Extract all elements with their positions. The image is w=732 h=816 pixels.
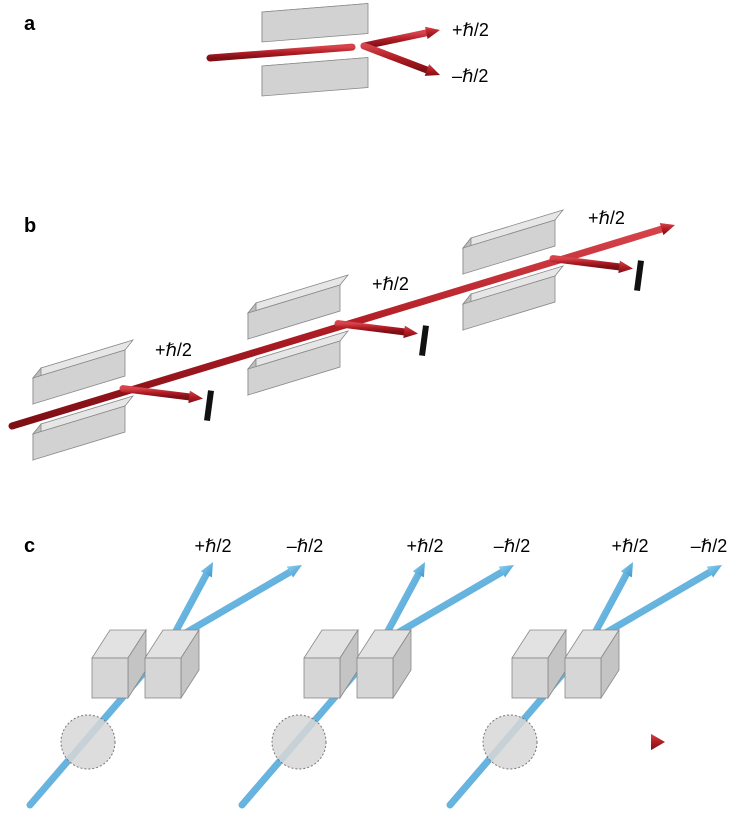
beam-label: +ℏ/2 [155,340,192,360]
magnet-front [262,4,368,42]
panel-label: b [24,215,36,237]
panel-label: a [24,13,36,35]
magnet-front [512,658,548,698]
detector [637,261,641,291]
arrow-head [403,326,418,339]
arrow-head [425,27,440,39]
detector [207,391,211,421]
detector [422,326,426,356]
shapes [12,4,722,805]
magnet-front [565,658,601,698]
interaction-zone [483,715,537,769]
beam-label: +ℏ/2 [452,20,489,40]
beam [210,47,352,58]
beam-label: –ℏ/2 [452,66,488,86]
interaction-zone [61,715,115,769]
beam-label: +ℏ/2 [407,536,444,556]
beam-label: +ℏ/2 [588,208,625,228]
magnet-front [145,658,181,698]
beam-label: –ℏ/2 [287,536,323,556]
beam [364,33,426,46]
beam-label: +ℏ/2 [195,536,232,556]
beam-label: –ℏ/2 [691,536,727,556]
arrow-head [651,734,665,750]
arrow-head [660,223,675,235]
figure: a +ℏ/2 –ℏ/2 b +ℏ/2 +ℏ/2 +ℏ/2 c +ℏ/2 –ℏ/2… [0,0,732,816]
beam-label: –ℏ/2 [494,536,530,556]
beam [364,46,427,70]
magnet-front [262,58,368,96]
arrow-head [425,64,440,76]
magnet-front [304,658,340,698]
beam-label: +ℏ/2 [612,536,649,556]
magnet-front [357,658,393,698]
arrow-head [188,391,203,404]
interaction-zone [272,715,326,769]
beam-label: +ℏ/2 [372,274,409,294]
magnet-front [92,658,128,698]
arrow-head [618,261,633,274]
panel-label: c [24,535,35,557]
